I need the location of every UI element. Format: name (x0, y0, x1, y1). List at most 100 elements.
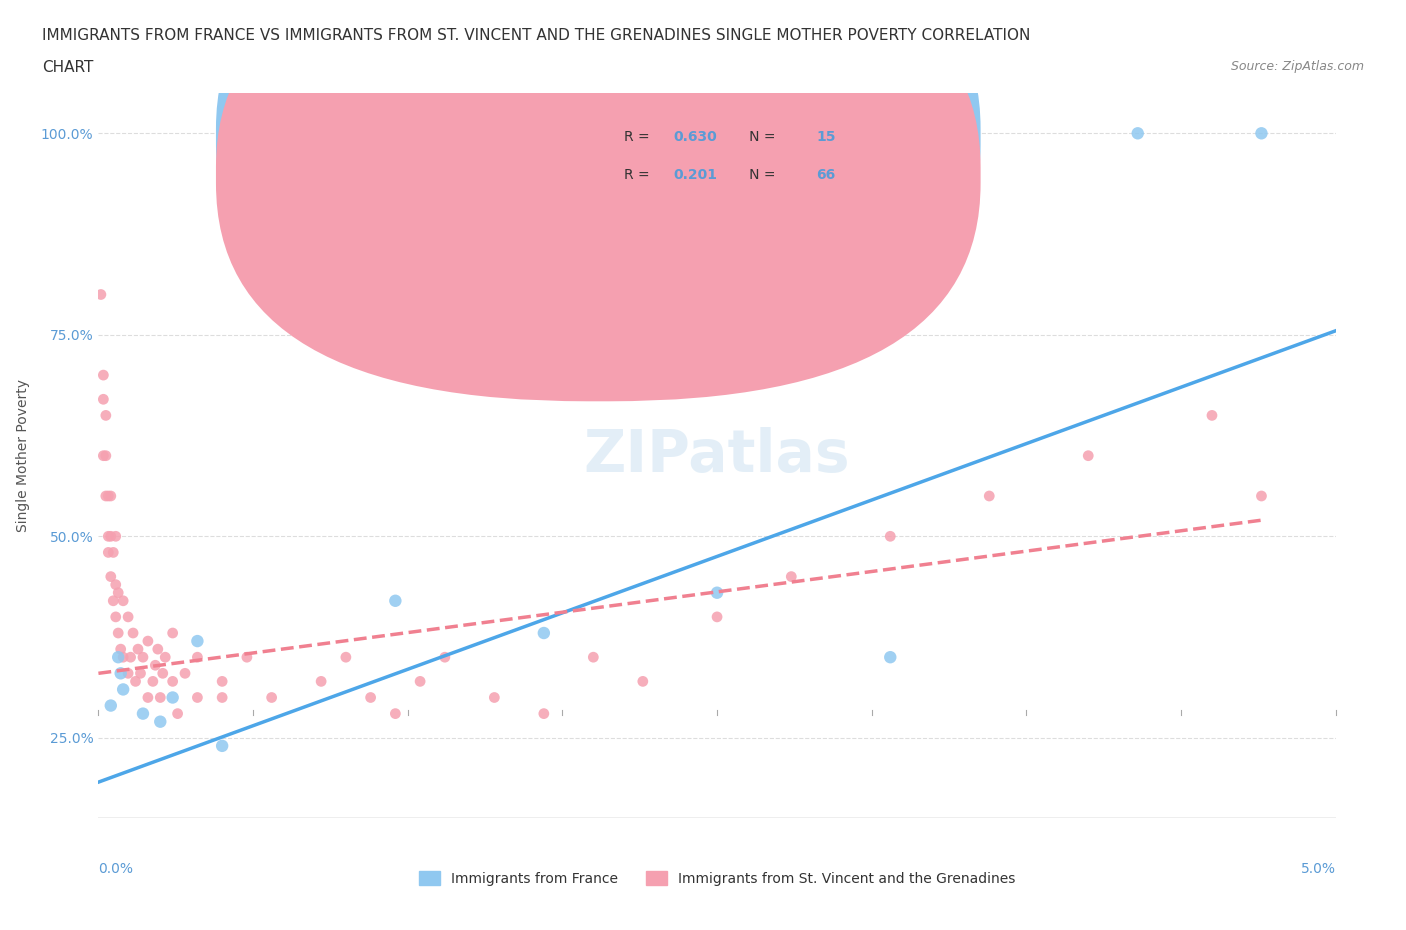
Point (166, 706, 188, 721)
Point (1250, 126, 1272, 140)
Point (162, 674, 184, 689)
Point (162, 626, 184, 641)
Text: ZIPatlas: ZIPatlas (583, 427, 851, 485)
Text: 0.201: 0.201 (673, 168, 717, 182)
Point (94, 448, 117, 463)
FancyBboxPatch shape (217, 0, 980, 402)
Point (100, 529, 122, 544)
Point (879, 529, 901, 544)
Point (107, 585, 129, 600)
Point (1250, 488, 1272, 503)
Point (236, 650, 259, 665)
Point (136, 633, 159, 648)
Point (112, 650, 135, 665)
Point (107, 626, 129, 641)
Point (360, 690, 382, 705)
Point (120, 650, 142, 665)
Text: R =: R = (624, 168, 654, 182)
Point (97, 545, 120, 560)
Point (104, 578, 127, 592)
Point (533, 706, 555, 721)
Y-axis label: Single Mother Poverty: Single Mother Poverty (15, 379, 30, 532)
Point (93, 448, 115, 463)
Point (631, 674, 654, 689)
Point (143, 658, 166, 672)
Point (879, 650, 901, 665)
Point (409, 674, 432, 689)
Point (186, 633, 208, 648)
Point (260, 690, 283, 705)
Point (780, 569, 803, 584)
Point (706, 585, 728, 600)
Point (103, 593, 125, 608)
Point (309, 674, 332, 689)
Point (136, 690, 159, 705)
Point (211, 738, 233, 753)
Point (97, 488, 120, 503)
Text: IMMIGRANTS FROM FRANCE VS IMMIGRANTS FROM ST. VINCENT AND THE GRENADINES SINGLE : IMMIGRANTS FROM FRANCE VS IMMIGRANTS FRO… (42, 28, 1031, 43)
Point (110, 666, 132, 681)
Point (146, 642, 169, 657)
Point (104, 609, 127, 624)
Point (174, 666, 197, 681)
Point (1077, 448, 1099, 463)
Point (100, 488, 122, 503)
Point (155, 650, 177, 665)
Point (97, 529, 120, 544)
Point (433, 650, 456, 665)
Text: Source: ZipAtlas.com: Source: ZipAtlas.com (1230, 60, 1364, 73)
Point (100, 698, 122, 713)
Point (186, 650, 208, 665)
Point (533, 626, 555, 641)
Point (117, 609, 139, 624)
Text: 0.630: 0.630 (673, 130, 717, 144)
Point (110, 642, 132, 657)
Point (384, 706, 406, 721)
Point (335, 650, 357, 665)
FancyBboxPatch shape (217, 0, 980, 363)
Point (93, 367, 115, 382)
Point (129, 666, 152, 681)
Point (124, 674, 146, 689)
Point (122, 626, 145, 641)
Point (582, 650, 605, 665)
Point (142, 674, 165, 689)
Point (132, 650, 155, 665)
Point (484, 690, 506, 705)
FancyBboxPatch shape (562, 112, 934, 213)
Point (100, 569, 122, 584)
Point (384, 593, 406, 608)
Text: 15: 15 (815, 130, 835, 144)
Point (979, 488, 1001, 503)
Text: N =: N = (735, 168, 779, 182)
Point (1126, 126, 1149, 140)
Point (149, 690, 172, 705)
Point (107, 650, 129, 665)
Text: CHART: CHART (42, 60, 94, 75)
Point (117, 666, 139, 681)
Text: N =: N = (735, 130, 779, 144)
Text: 5.0%: 5.0% (1301, 862, 1336, 876)
Point (104, 529, 127, 544)
Text: 66: 66 (815, 168, 835, 182)
Text: 0.0%: 0.0% (98, 862, 134, 876)
Point (1201, 408, 1223, 423)
Point (90, 287, 112, 302)
Point (94, 408, 117, 423)
Point (94, 488, 117, 503)
Point (186, 690, 208, 705)
Point (162, 690, 184, 705)
Legend: Immigrants from France, Immigrants from St. Vincent and the Grenadines: Immigrants from France, Immigrants from … (413, 865, 1021, 891)
Point (132, 706, 155, 721)
Point (211, 690, 233, 705)
Point (93, 392, 115, 406)
Point (103, 545, 125, 560)
Point (152, 666, 174, 681)
Text: R =: R = (624, 130, 654, 144)
Point (149, 714, 172, 729)
Point (127, 642, 149, 657)
Point (211, 674, 233, 689)
Point (706, 609, 728, 624)
Point (112, 682, 135, 697)
Point (112, 593, 135, 608)
